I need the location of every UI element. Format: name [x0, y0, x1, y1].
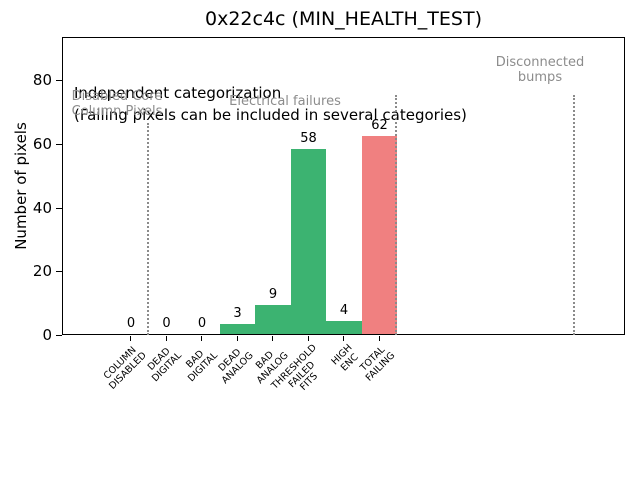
y-tick-label: 80 — [32, 71, 52, 89]
x-tick-mark — [130, 336, 131, 341]
bar-value-label: 0 — [126, 316, 136, 331]
x-tick-label-text: DEAD DIGITAL — [146, 345, 184, 384]
plot-area: Independent categorization (Failing pixe… — [62, 37, 625, 335]
annotation-line-1: Independent categorization — [74, 84, 282, 102]
separator-line — [146, 123, 149, 335]
y-tick-label: 0 — [42, 326, 52, 344]
y-tick-label: 40 — [32, 198, 52, 217]
region-label: Electrical failures — [229, 94, 341, 109]
bar-value-label: 3 — [233, 306, 242, 322]
x-tick-label-text: HIGH ENC — [329, 342, 360, 374]
bar — [361, 136, 398, 334]
region-label: Disabled Core Column Pixels — [71, 89, 163, 119]
bar-value-label: 62 — [371, 118, 388, 134]
separator-line — [572, 95, 575, 335]
y-tick-mark — [56, 271, 62, 273]
y-tick-mark — [56, 80, 62, 81]
annotation-line-2: (Failing pixels can be included in sever… — [74, 106, 467, 124]
bar — [326, 321, 362, 334]
region-label: Disconnected bumps — [495, 55, 585, 85]
x-tick-label-text: DEAD ANALOG — [216, 346, 255, 386]
x-tick-mark — [343, 336, 344, 341]
bar-value-label: 9 — [268, 287, 278, 303]
y-tick-mark — [56, 143, 62, 145]
x-tick-mark — [378, 336, 380, 341]
x-tick-mark — [165, 336, 167, 341]
x-tick-mark — [272, 336, 273, 341]
chart-title: 0x22c4c (MIN_HEALTH_TEST) — [205, 8, 482, 30]
bar — [219, 324, 256, 334]
bar-value-label: 0 — [197, 316, 207, 331]
y-tick-mark — [56, 207, 62, 209]
y-tick-label: 20 — [32, 262, 52, 281]
bar — [255, 305, 291, 334]
bar-value-label: 58 — [300, 131, 317, 147]
y-tick-mark — [56, 335, 62, 336]
x-tick-label-text: TOTAL FAILING — [358, 344, 397, 384]
x-tick-mark — [201, 336, 202, 341]
x-tick-label-text: BAD DIGITAL — [183, 348, 220, 384]
bar — [290, 149, 327, 334]
x-tick-label-text: COLUMN DISABLED — [101, 344, 149, 392]
separator-line — [395, 95, 398, 335]
bar-value-label: 0 — [162, 316, 171, 331]
y-tick-label: 60 — [32, 134, 52, 153]
x-tick-mark — [307, 336, 309, 341]
bar-value-label: 4 — [339, 303, 349, 319]
x-tick-mark — [236, 336, 238, 341]
